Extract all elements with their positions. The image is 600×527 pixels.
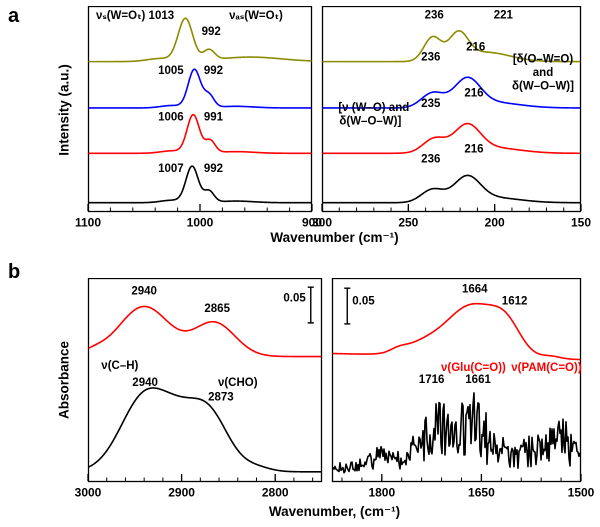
chart-b-left xyxy=(68,278,342,509)
panel-a-x-axis-label: Wavenumber (cm⁻¹) xyxy=(270,230,399,245)
chart-a-right xyxy=(302,6,600,239)
chart-canvas-a-left xyxy=(68,6,332,234)
chart-canvas-a-right xyxy=(302,6,600,234)
panel-b-x-axis-label: Wavenumber, (cm⁻¹) xyxy=(268,504,401,519)
chart-canvas-b-left xyxy=(68,278,342,504)
chart-canvas-b-right xyxy=(312,278,600,504)
panel-a-label: a xyxy=(8,5,20,27)
chart-a-left xyxy=(68,6,332,239)
panel-b-label: b xyxy=(8,261,21,283)
chart-b-right xyxy=(312,278,600,509)
